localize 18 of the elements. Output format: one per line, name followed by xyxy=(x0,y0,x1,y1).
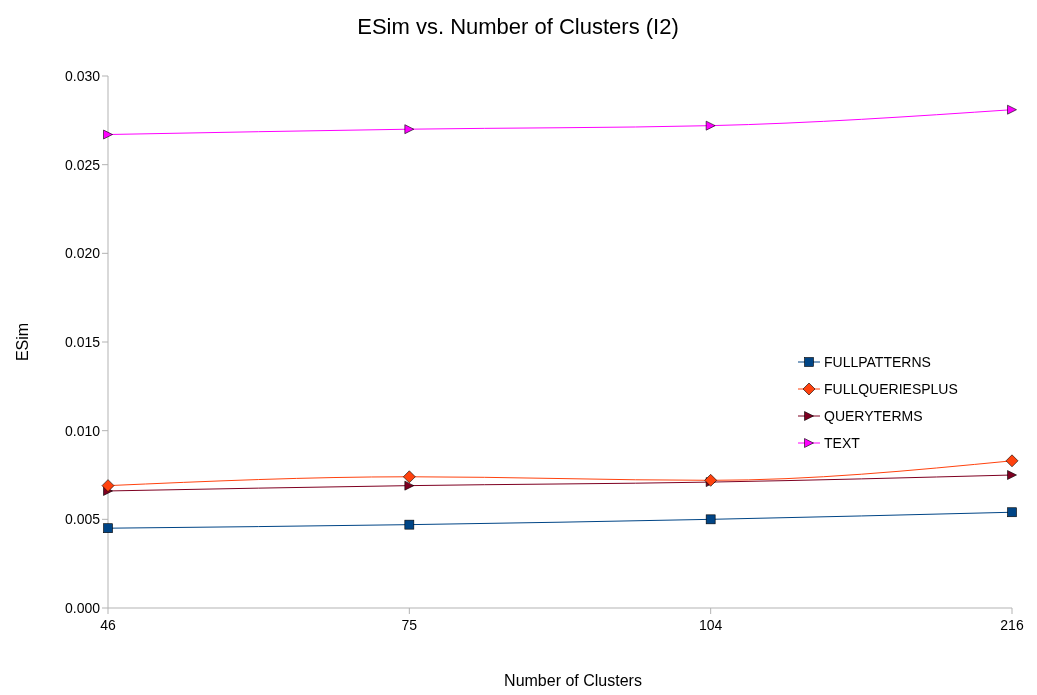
legend-label: FULLQUERIESPLUS xyxy=(824,380,958,397)
x-tick-label: 216 xyxy=(1000,616,1024,633)
legend-label: FULLPATTERNS xyxy=(824,353,931,370)
x-tick-label: 104 xyxy=(698,616,723,633)
y-tick-label: 0.020 xyxy=(64,245,101,262)
y-tick-label: 0.005 xyxy=(64,511,101,528)
y-tick-label: 0.025 xyxy=(64,156,101,173)
y-tick-label: 0.000 xyxy=(64,599,101,616)
x-tick-label: 46 xyxy=(100,616,116,633)
y-tick-label: 0.015 xyxy=(64,333,101,350)
y-axis-title: ESim xyxy=(13,322,31,362)
y-tick-label: 0.010 xyxy=(64,422,101,439)
legend-label: TEXT xyxy=(824,434,860,451)
y-tick-label: 0.030 xyxy=(64,67,101,84)
chart-title: ESim vs. Number of Clusters (I2) xyxy=(356,14,680,40)
legend-label: QUERYTERMS xyxy=(824,407,923,424)
x-tick-label: 75 xyxy=(401,616,418,633)
x-axis-title: Number of Clusters xyxy=(503,672,643,690)
